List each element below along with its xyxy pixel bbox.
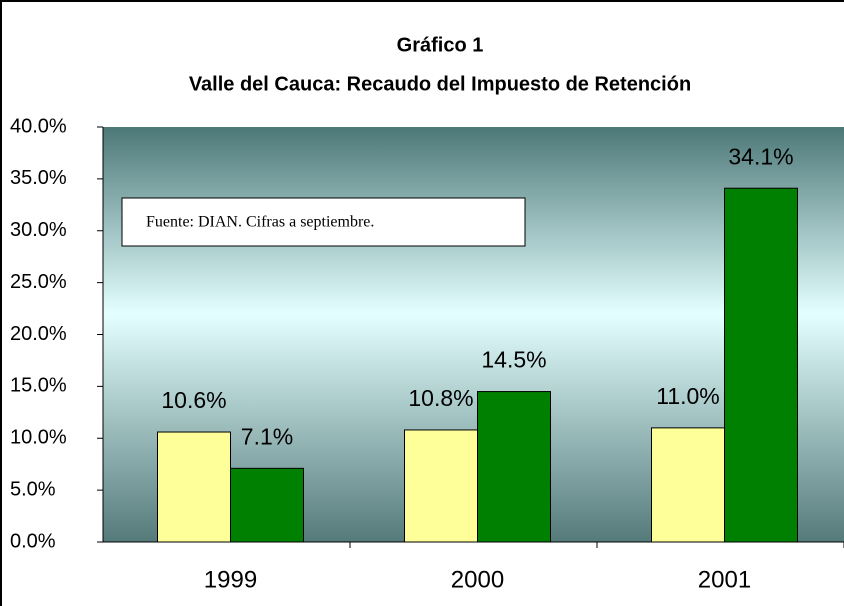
chart-title: Gráfico 1 (397, 34, 484, 56)
x-tick-label: 2000 (451, 566, 504, 593)
chart-subtitle: Valle del Cauca: Recaudo del Impuesto de… (189, 73, 691, 95)
value-label: 11.0% (656, 383, 720, 409)
annotation-box (121, 197, 526, 247)
y-tick-label: 35.0% (10, 167, 67, 189)
x-tick-label: 1999 (204, 566, 257, 593)
value-label: 14.5% (481, 347, 546, 373)
bar (724, 187, 798, 543)
bar (477, 391, 551, 543)
annotation: Fuente: DIAN. Cifras a septiembre. (146, 214, 374, 231)
y-tick-label: 20.0% (10, 323, 67, 345)
y-tick-label: 15.0% (10, 375, 67, 397)
y-tick-label: 30.0% (10, 219, 67, 241)
y-tick-label: 0.0% (10, 530, 56, 552)
bar (404, 429, 478, 543)
x-tick-label: 2001 (698, 566, 751, 593)
y-tick-label: 5.0% (10, 478, 56, 500)
y-tick-label: 40.0% (10, 115, 67, 137)
value-label: 10.8% (408, 385, 473, 411)
bar (157, 431, 231, 543)
y-tick-label: 25.0% (10, 271, 67, 293)
y-tick-label: 10.0% (10, 427, 67, 449)
value-label: 10.6% (161, 387, 226, 413)
bar (651, 427, 725, 543)
value-label: 34.1% (728, 143, 793, 169)
bar (230, 467, 304, 543)
value-label: 7.1% (241, 423, 293, 449)
